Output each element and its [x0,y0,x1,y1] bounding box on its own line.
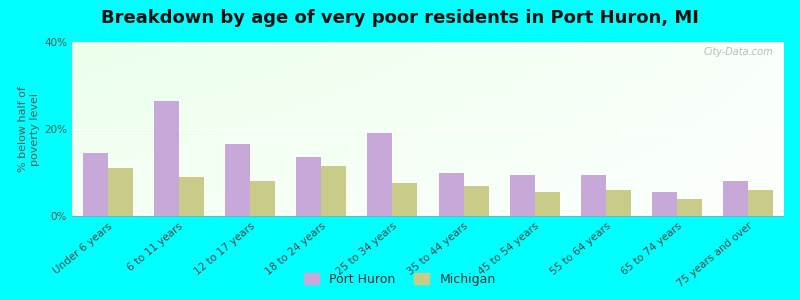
Bar [606,190,631,216]
Text: City-Data.com: City-Data.com [704,47,774,57]
Bar [723,181,748,216]
Bar [107,168,133,216]
Bar [535,192,560,216]
Bar [82,153,107,216]
Legend: Port Huron, Michigan: Port Huron, Michigan [299,268,501,291]
Bar [154,101,178,216]
Bar [464,185,489,216]
Bar [677,199,702,216]
Bar [322,166,346,216]
Y-axis label: % below half of
poverty level: % below half of poverty level [18,86,40,172]
Bar [296,157,322,216]
Bar [250,181,275,216]
Bar [179,177,204,216]
Bar [225,144,250,216]
Bar [392,183,418,216]
Bar [367,133,392,216]
Bar [749,190,774,216]
Bar [438,172,464,216]
Bar [581,175,606,216]
Bar [510,175,534,216]
Text: Breakdown by age of very poor residents in Port Huron, MI: Breakdown by age of very poor residents … [101,9,699,27]
Bar [652,192,677,216]
